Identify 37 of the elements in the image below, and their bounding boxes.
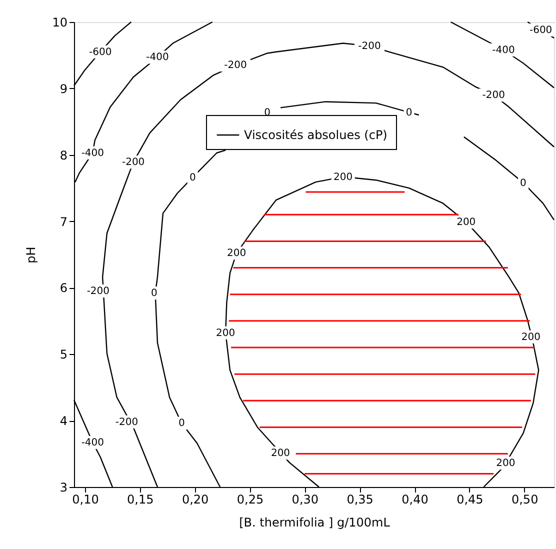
annotation: 200 bbox=[227, 248, 246, 260]
y-tick-label: 4 bbox=[60, 414, 68, 428]
x-tick-label: 0,45 bbox=[456, 492, 484, 506]
annotation: 0 bbox=[150, 288, 158, 300]
legend-label: Viscosités absolues (cP) bbox=[244, 128, 388, 142]
x-tick-label: 0,35 bbox=[346, 492, 374, 506]
y-tick-label: 3 bbox=[60, 480, 68, 494]
y-tick-label: 5 bbox=[60, 348, 68, 362]
x-tick-label: 0,25 bbox=[236, 492, 264, 506]
annotation: -200 bbox=[122, 157, 145, 168]
y-tick-label: 10 bbox=[52, 16, 68, 30]
x-tick-label: 0,10 bbox=[72, 492, 99, 506]
annotation: 200 bbox=[521, 332, 540, 343]
x-tick-label: 0,20 bbox=[182, 492, 209, 506]
annotation: -200 bbox=[115, 416, 138, 428]
x-tick-label: 0,40 bbox=[402, 492, 428, 506]
annotation: -200 bbox=[86, 286, 110, 298]
y-tick-label: 7 bbox=[60, 214, 68, 229]
annotation: -600 bbox=[89, 46, 112, 58]
annotation: 0 bbox=[189, 172, 196, 184]
annotation: 200 bbox=[496, 458, 516, 470]
annotation: -400 bbox=[81, 148, 104, 159]
x-tick-label: 0,50 bbox=[511, 492, 538, 506]
y-tick-label: 6 bbox=[60, 281, 68, 296]
annotation: 0 bbox=[178, 418, 185, 430]
x-tick-label: 0,15 bbox=[127, 492, 154, 506]
y-tick-label: 9 bbox=[60, 82, 68, 96]
annotation: 0 bbox=[406, 107, 412, 118]
x-tick-label: 0,30 bbox=[292, 492, 319, 506]
y-axis-title: pH bbox=[24, 246, 38, 264]
annotation: 200 bbox=[270, 448, 290, 460]
annotation: 0 bbox=[520, 178, 526, 189]
annotation: 200 bbox=[216, 328, 236, 339]
annotation: -400 bbox=[146, 52, 169, 64]
y-tick-label: 8 bbox=[60, 148, 68, 162]
x-axis-title: [B. thermifolia ] g/100mL bbox=[239, 516, 390, 530]
annotation: -400 bbox=[81, 437, 104, 448]
